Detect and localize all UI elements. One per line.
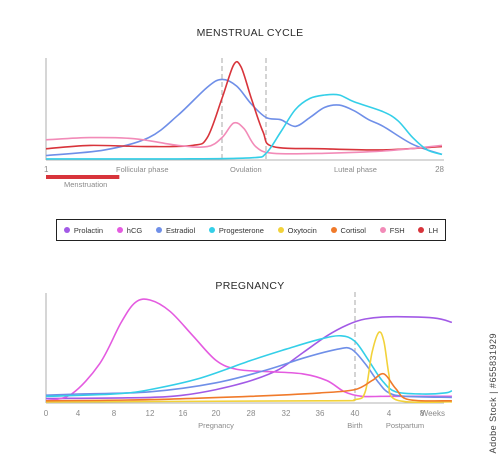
legend-swatch	[208, 227, 215, 233]
legend-swatch	[277, 227, 284, 233]
menstruation-band	[46, 175, 120, 179]
cycle-estradiol-line	[45, 78, 443, 157]
legend-item-estradiol: Estradiol	[155, 225, 196, 235]
pregnancy-title: PREGNANCY	[215, 280, 285, 292]
legend-swatch	[63, 227, 70, 233]
cycle-fsh-line	[45, 121, 443, 155]
pregnancy-cortisol-line	[45, 372, 452, 402]
pregnancy-x-tick: 0	[44, 409, 49, 418]
ovulation-label: Ovulation	[230, 165, 262, 174]
cycle-progesterone-line	[45, 93, 443, 160]
pregnancy-x-tick: 28	[247, 409, 256, 418]
birth-section-label: Birth	[347, 421, 362, 430]
pregnancy-x-tick: 16	[179, 409, 188, 418]
cycle-x-end: 28	[435, 165, 444, 174]
pregnancy-x-tick: 20	[212, 409, 221, 418]
pregnancy-x-tick: 40	[351, 409, 360, 418]
legend-item-oxytocin: Oxytocin	[277, 225, 317, 235]
pregnancy-progesterone-line	[45, 334, 453, 398]
legend-item-cortisol: Cortisol	[330, 225, 366, 235]
postpartum-section-label: Postpartum	[386, 421, 424, 430]
legend-item-hcg: hCG	[116, 225, 143, 235]
legend-label: Progesterone	[218, 225, 264, 235]
pregnancy-x-tick: 4	[76, 409, 81, 418]
legend-label: Oxytocin	[287, 225, 317, 235]
pregnancy-oxytocin-line	[45, 331, 452, 404]
pregnancy-prolactin-line	[45, 315, 453, 400]
legend-item-progesterone: Progesterone	[208, 225, 264, 235]
legend-swatch	[418, 227, 425, 233]
luteal-phase-label: Luteal phase	[334, 165, 377, 174]
menstruation-label: Menstruation	[64, 180, 107, 189]
watermark: Adobe Stock | #655831929	[488, 332, 498, 453]
pregnancy-x-tick: 32	[282, 409, 291, 418]
pregnancy-x-tick: 36	[316, 409, 325, 418]
legend-item-fsh: FSH	[379, 225, 405, 235]
pregnancy-x-tick: 12	[146, 409, 155, 418]
legend-label: Estradiol	[165, 225, 196, 235]
legend: Prolactin hCG Estradiol Progesterone Oxytoci…	[56, 219, 446, 241]
menstrual-cycle-title: MENSTRUAL CYCLE	[196, 27, 304, 39]
cycle-x-start: 1	[44, 165, 49, 174]
legend-swatch	[116, 227, 123, 233]
pregnancy-x-tick: 8	[420, 409, 425, 418]
pregnancy-hcg-line	[45, 298, 452, 402]
legend-item-lh: LH	[418, 226, 438, 235]
pregnancy-x-tick: Weeks	[421, 409, 445, 418]
legend-label: Prolactin	[73, 225, 104, 235]
legend-swatch	[330, 227, 337, 233]
legend-item-prolactin: Prolactin	[63, 225, 104, 235]
pregnancy-x-tick: 8	[112, 409, 117, 418]
legend-label: Cortisol	[340, 225, 366, 235]
legend-swatch	[155, 227, 162, 233]
legend-label: hCG	[126, 225, 143, 235]
pregnancy-x-tick: 4	[387, 409, 392, 418]
cycle-lh-line	[45, 60, 443, 151]
pregnancy-section-label: Pregnancy	[198, 421, 234, 430]
follicular-phase-label: Follicular phase	[116, 165, 169, 174]
legend-swatch	[379, 227, 386, 233]
legend-label: LH	[428, 225, 439, 235]
legend-label: FSH	[389, 225, 405, 235]
